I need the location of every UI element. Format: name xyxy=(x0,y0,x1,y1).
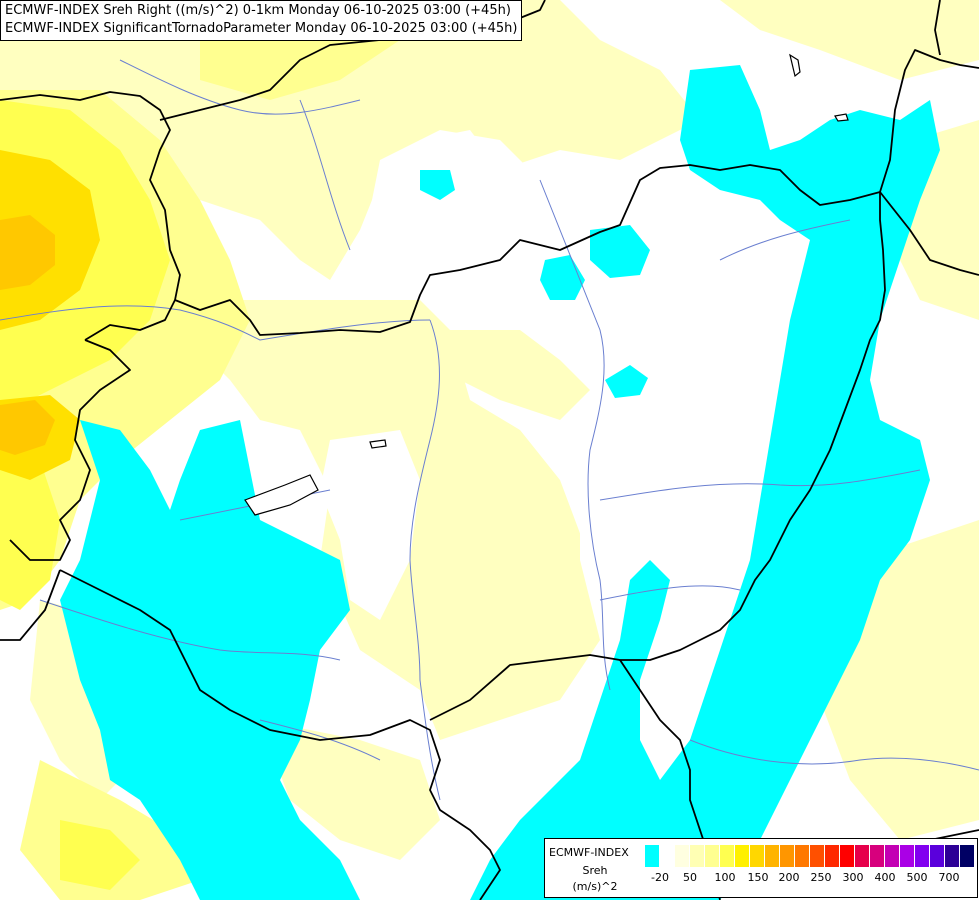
legend-tick-label: 50 xyxy=(683,871,697,884)
legend-ticks: -20 50 100 150 200 250 300 400 500 700 xyxy=(645,871,975,885)
legend-swatch xyxy=(735,845,750,867)
legend-tick-label: 250 xyxy=(810,871,832,884)
legend-swatches xyxy=(645,845,975,867)
legend-swatch xyxy=(810,845,825,867)
legend-tick-label: 700 xyxy=(938,871,960,884)
rivers xyxy=(0,59,979,801)
legend-swatch xyxy=(720,845,735,867)
legend-tick-label: 500 xyxy=(906,871,928,884)
legend-swatch xyxy=(960,845,975,867)
legend-brand: ECMWF-INDEX xyxy=(549,846,629,859)
legend-tick-label: 100 xyxy=(714,871,736,884)
legend-tick-label: 300 xyxy=(842,871,864,884)
title-line-2: ECMWF-INDEX SignificantTornadoParameter … xyxy=(5,21,518,36)
legend-swatch xyxy=(900,845,915,867)
legend-unit: (m/s)^2 xyxy=(572,880,618,893)
legend-swatch xyxy=(765,845,780,867)
legend-swatch xyxy=(930,845,945,867)
map-title-box: ECMWF-INDEX Sreh Right ((m/s)^2) 0-1km M… xyxy=(0,0,523,41)
legend-tick-label: 200 xyxy=(778,871,800,884)
legend-parameter: Sreh xyxy=(582,864,608,877)
field-white xyxy=(320,130,940,660)
legend-swatch xyxy=(825,845,840,867)
legend-swatch xyxy=(945,845,960,867)
color-legend: ECMWF-INDEX Sreh (m/s)^2 -20 50 100 150 200 2… xyxy=(544,838,978,898)
legend-swatch xyxy=(750,845,765,867)
legend-swatch xyxy=(660,845,675,867)
legend-tick-label: 150 xyxy=(747,871,769,884)
legend-swatch xyxy=(855,845,870,867)
legend-swatch xyxy=(645,845,660,867)
legend-swatch xyxy=(840,845,855,867)
legend-swatch xyxy=(780,845,795,867)
title-line-1: ECMWF-INDEX Sreh Right ((m/s)^2) 0-1km M… xyxy=(5,3,511,18)
lakes xyxy=(244,53,849,516)
legend-swatch xyxy=(870,845,885,867)
legend-swatch xyxy=(915,845,930,867)
legend-tick-label: 400 xyxy=(874,871,896,884)
legend-swatch xyxy=(675,845,690,867)
legend-swatch xyxy=(690,845,705,867)
legend-tick-label: -20 xyxy=(651,871,669,884)
field-orange xyxy=(0,215,55,455)
legend-swatch xyxy=(885,845,900,867)
legend-swatch xyxy=(795,845,810,867)
field-cyan xyxy=(60,65,940,900)
legend-swatch xyxy=(705,845,720,867)
